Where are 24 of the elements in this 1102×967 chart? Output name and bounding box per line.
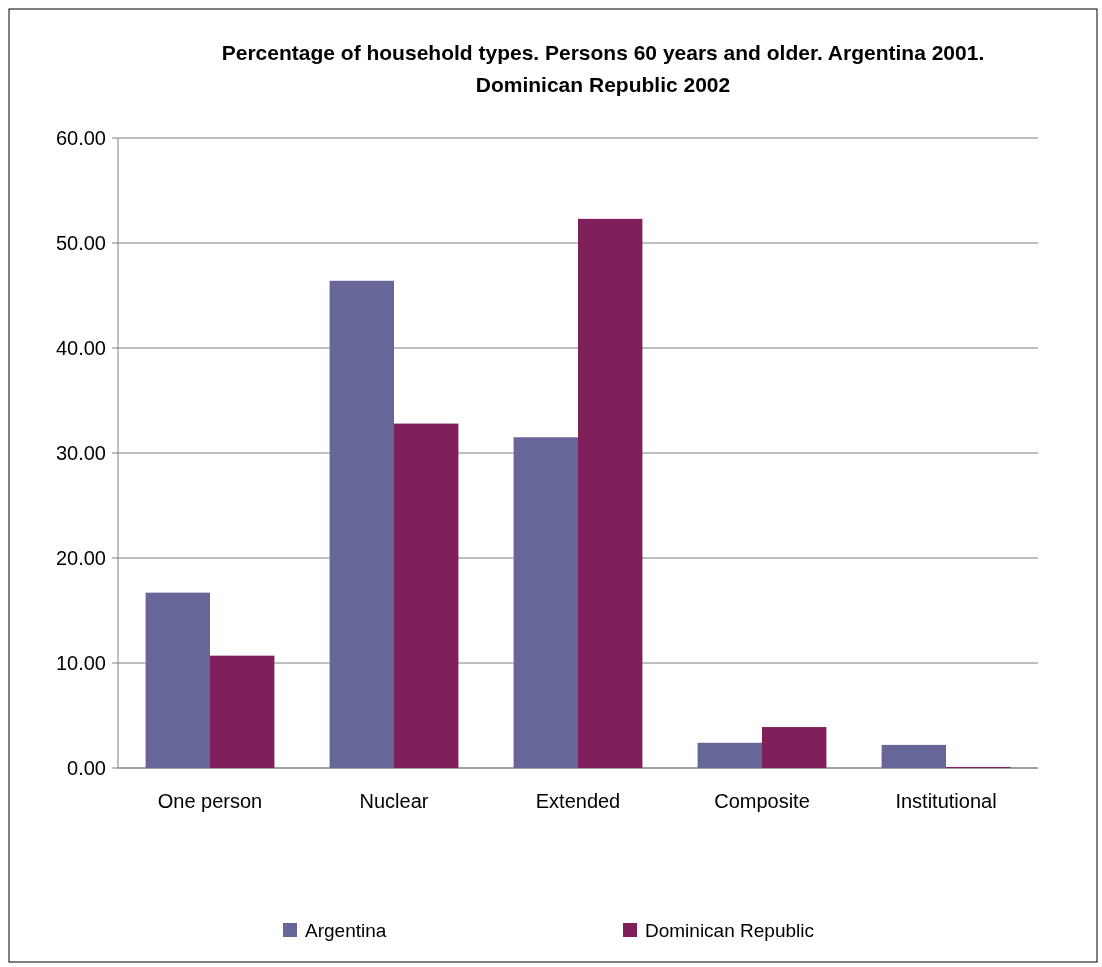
bar xyxy=(697,742,762,768)
bar xyxy=(329,280,394,768)
legend-label: Argentina xyxy=(305,920,387,941)
y-tick-label: 10.00 xyxy=(55,652,106,674)
y-tick-label: 50.00 xyxy=(55,232,106,254)
y-tick-label: 30.00 xyxy=(55,442,106,464)
bar xyxy=(881,744,946,768)
bar xyxy=(762,727,827,768)
y-tick-label: 60.00 xyxy=(55,127,106,149)
x-tick-label: Institutional xyxy=(895,790,997,812)
bar xyxy=(145,592,210,768)
x-tick-label: Composite xyxy=(714,790,810,812)
legend-label: Dominican Republic xyxy=(645,920,814,941)
y-tick-label: 40.00 xyxy=(55,337,106,359)
x-tick-label: Extended xyxy=(535,790,621,812)
x-tick-label: One person xyxy=(157,790,263,812)
chart-title: Percentage of household types. Persons 60 years and older. Argentina 2001. Dominican Republic 2002 xyxy=(221,41,985,96)
x-tick-label: Nuclear xyxy=(359,790,429,812)
y-tick-label: 20.00 xyxy=(55,547,106,569)
bar xyxy=(394,423,459,768)
bar xyxy=(210,655,275,768)
y-tick-label: 0.00 xyxy=(67,757,106,779)
bar xyxy=(513,437,578,768)
bar xyxy=(578,218,643,768)
